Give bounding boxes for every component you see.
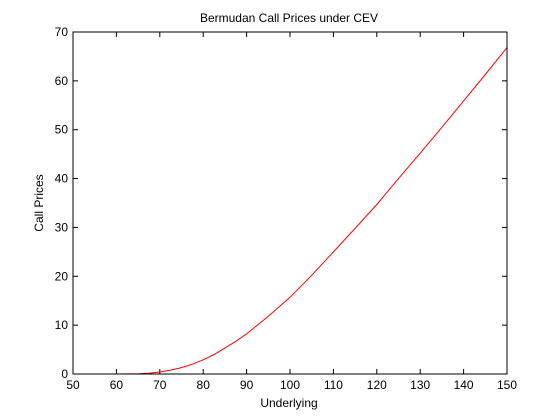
y-tick-label: 40 [55,172,69,186]
y-tick-label: 20 [55,269,69,283]
x-tick-label: 70 [153,378,167,392]
y-tick-label: 70 [55,25,69,39]
y-axis-label: Call Prices [32,174,46,231]
y-tick-label: 30 [55,220,69,234]
x-tick-label: 100 [280,378,300,392]
x-tick-label: 110 [324,378,343,392]
x-tick-label: 130 [410,378,430,392]
tick-labels: 50 60 70 80 90 100 110 120 130 140 150 0 10 20 30 40 50 6… [55,25,518,392]
x-tick-label: 60 [110,378,124,392]
x-tick-label: 120 [367,378,387,392]
x-tick-label: 80 [197,378,211,392]
chart-title: Bermudan Call Prices under CEV [200,11,378,25]
x-tick-label: 140 [454,378,474,392]
y-tick-label: 50 [55,123,69,137]
series-line [73,47,508,375]
series-layer [73,47,508,375]
x-tick-label: 50 [66,378,80,392]
plot-frame [72,31,508,375]
y-tick-label: 0 [61,367,68,381]
x-tick-label: 90 [240,378,254,392]
y-tick-label: 60 [55,74,69,88]
x-axis-label: Underlying [260,396,317,410]
y-tick-label: 10 [55,318,69,332]
plot-area [73,32,507,374]
x-tick-label: 150 [497,378,517,392]
